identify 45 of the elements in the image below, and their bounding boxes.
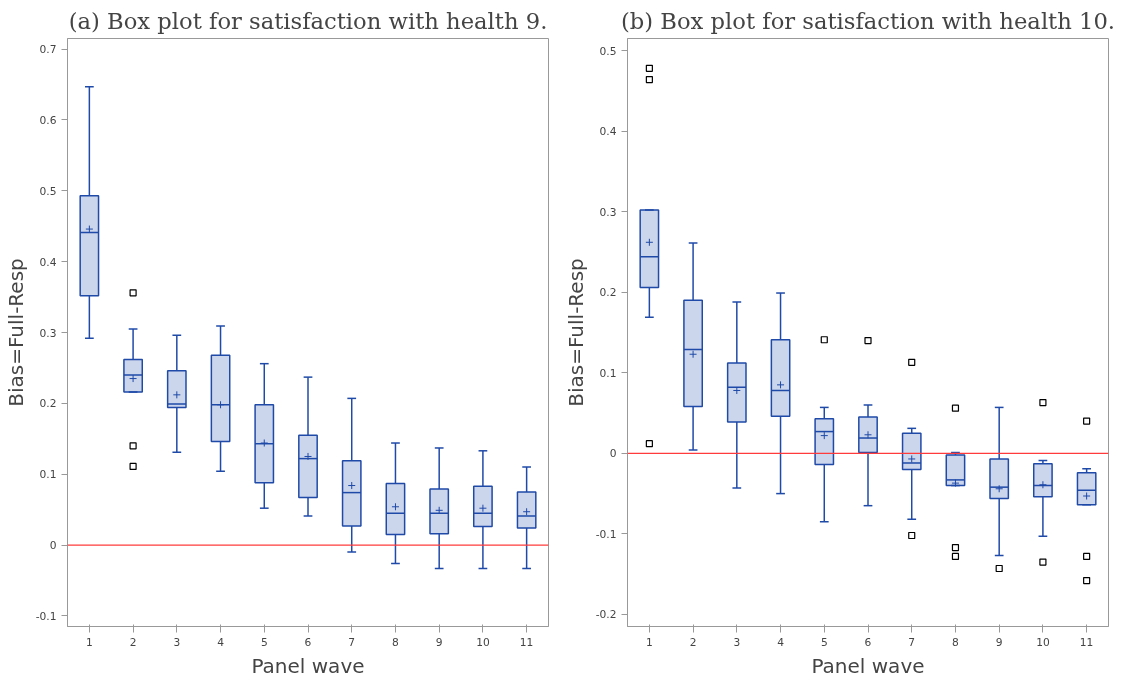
y-tick-label: 0.3 xyxy=(39,326,57,340)
y-tick-label: 0.4 xyxy=(39,255,57,269)
y-tick-label: 0.4 xyxy=(599,125,617,139)
x-tick-label: 11 xyxy=(519,635,534,649)
x-tick-label: 3 xyxy=(733,635,741,649)
x-axis-title: Panel wave xyxy=(811,653,925,678)
x-tick-label: 8 xyxy=(392,635,400,649)
x-tick-label: 2 xyxy=(129,635,137,649)
y-tick-label: 0.7 xyxy=(39,43,57,57)
x-tick-label: 10 xyxy=(1036,635,1050,649)
x-tick-label: 5 xyxy=(820,635,828,649)
y-tick-label: 0.1 xyxy=(39,468,57,482)
x-tick-label: 4 xyxy=(217,635,225,649)
x-tick-label: 7 xyxy=(908,635,916,649)
x-tick-label: 8 xyxy=(952,635,960,649)
x-tick-label: 9 xyxy=(995,635,1003,649)
y-tick-label: 0.2 xyxy=(39,397,57,411)
y-axis-title: Bias=Full-Resp xyxy=(563,258,588,407)
y-axis-title: Bias=Full-Resp xyxy=(3,258,28,407)
y-tick-label: -0.1 xyxy=(35,609,57,623)
x-tick-label: 4 xyxy=(777,635,785,649)
x-tick-label: 6 xyxy=(304,635,312,649)
x-tick-label: 10 xyxy=(476,635,490,649)
x-tick-label: 2 xyxy=(689,635,697,649)
x-tick-label: 11 xyxy=(1079,635,1094,649)
y-tick-label: -0.2 xyxy=(595,608,617,622)
y-tick-label: 0.2 xyxy=(599,286,617,300)
y-tick-label: 0.6 xyxy=(39,113,57,127)
x-tick-label: 7 xyxy=(348,635,356,649)
x-tick-label: 1 xyxy=(85,635,93,649)
chart-title: (b) Box plot for satisfaction with health 10. xyxy=(620,7,1116,34)
chart-title: (a) Box plot for satisfaction with health 9. xyxy=(68,7,548,34)
x-tick-label: 9 xyxy=(435,635,443,649)
y-tick-label: 0 xyxy=(609,447,617,461)
x-tick-label: 1 xyxy=(645,635,653,649)
y-tick-label: 0.3 xyxy=(599,205,617,219)
y-tick-label: 0.5 xyxy=(599,44,617,58)
y-tick-label: 0.5 xyxy=(39,184,57,198)
y-tick-label: 0 xyxy=(49,539,57,553)
x-axis-title: Panel wave xyxy=(251,653,365,678)
x-tick-label: 3 xyxy=(173,635,181,649)
x-tick-label: 6 xyxy=(864,635,872,649)
y-tick-label: 0.1 xyxy=(599,366,617,380)
y-tick-label: -0.1 xyxy=(595,527,617,541)
x-tick-label: 5 xyxy=(260,635,268,649)
